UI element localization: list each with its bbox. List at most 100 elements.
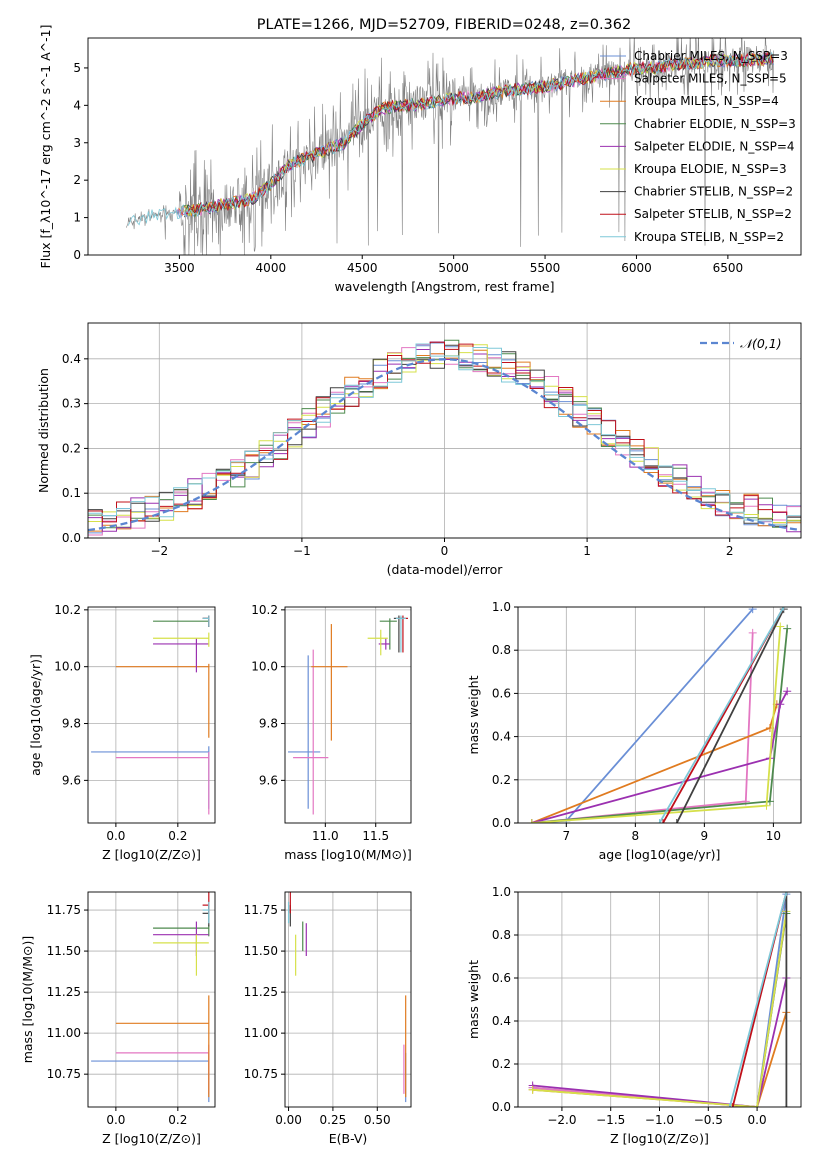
- x-tick-label: 2: [726, 544, 734, 558]
- x-tick-label: 0: [441, 544, 449, 558]
- legend-entry: Kroupa STELIB, N_SSP=2: [634, 230, 784, 244]
- x-tick-label: −0.5: [694, 1113, 723, 1127]
- y-tick-label: 0.1: [62, 486, 81, 500]
- y-tick-label: 0.0: [492, 816, 511, 830]
- x-tick-label: 9: [701, 829, 709, 843]
- y-tick-label: 0.2: [62, 441, 81, 455]
- y-tick-label: 0.0: [492, 1100, 511, 1114]
- chart-7: −2.0 −1.5 −1.0 −0.5 0.0 0.0 0.2 0.4 0.6 0.8 1.0 Z […: [466, 885, 802, 1146]
- x-tick-label: −2.0: [547, 1113, 576, 1127]
- plot-area: [288, 615, 408, 815]
- data-point-marker: [748, 607, 757, 614]
- y-tick-label: 0.3: [62, 397, 81, 411]
- data-point-marker: [672, 819, 681, 823]
- x-tick-label: 0.0: [106, 1113, 125, 1127]
- y-axis-label: mass [log10(M/M⊙)]: [20, 936, 35, 1064]
- legend-entry: 𝒩(0,1): [740, 336, 782, 351]
- x-tick-label: 0.25: [320, 1113, 347, 1127]
- x-axis-label: mass [log10(M/M⊙)]: [284, 847, 412, 862]
- chart-4: 7 8 9 10 0.0 0.2 0.4 0.6 0.8 1.0 age [log10(age/yr…: [466, 600, 802, 862]
- data-point-marker: [658, 819, 667, 823]
- data-point-marker: [783, 687, 792, 696]
- y-tick-label: 11.75: [47, 903, 81, 917]
- y-tick-label: 1.0: [492, 600, 511, 614]
- y-tick-label: 0.4: [492, 730, 511, 744]
- y-tick-label: 11.75: [244, 903, 278, 917]
- y-axis-label: Normed distribution: [36, 368, 51, 493]
- axes-frame: [517, 891, 802, 1108]
- x-tick-label: 11.5: [362, 829, 389, 843]
- mass-weight-line: [728, 892, 788, 1107]
- y-tick-label: 0.4: [62, 352, 81, 366]
- x-tick-label: 8: [632, 829, 640, 843]
- y-tick-label: 10.75: [244, 1067, 278, 1081]
- x-axis-label: Z [log10(Z/Z⊙)]: [102, 1131, 201, 1146]
- chart-5: 0.0 0.2 10.75 11.00 11.25 11.50 11.75 Z [log10(…: [20, 891, 216, 1146]
- x-axis-label: wavelength [Angstrom, rest frame]: [334, 279, 554, 294]
- data-point-marker: [728, 1103, 737, 1107]
- plot-area: [88, 339, 801, 536]
- axes-frame: [87, 322, 802, 539]
- x-tick-label: 10: [766, 829, 781, 843]
- y-tick-label: 11.25: [244, 985, 278, 999]
- data-point-marker: [776, 622, 785, 631]
- x-tick-label: −1.0: [645, 1113, 674, 1127]
- x-axis-label: Z [log10(Z/Z⊙)]: [102, 847, 201, 862]
- x-tick-label: 7: [562, 829, 570, 843]
- y-tick-label: 10.0: [54, 660, 81, 674]
- y-axis-label: age [log10(age/yr)]: [28, 654, 43, 776]
- chart-1: −2 −1 0 1 2 0.0 0.1 0.2 0.3 0.4 (data-model)/error…: [36, 322, 802, 577]
- histogram-step: [88, 343, 801, 526]
- chart-6: 0.00 0.25 0.50 10.75 11.00 11.25 11.50 11.75 E(B…: [244, 891, 412, 1146]
- y-tick-label: 0.4: [492, 1014, 511, 1028]
- y-tick-label: 9.8: [62, 717, 81, 731]
- mass-weight-line: [531, 632, 754, 823]
- y-tick-label: 9.6: [259, 773, 278, 787]
- histogram-step: [88, 344, 801, 527]
- y-tick-label: 0: [73, 248, 81, 262]
- x-axis-label: (data-model)/error: [387, 562, 504, 577]
- data-point-marker: [725, 1103, 734, 1107]
- axes-frame: [284, 891, 412, 1108]
- plot-area: [527, 607, 792, 823]
- y-tick-label: 9.8: [259, 717, 278, 731]
- x-tick-label: 3500: [164, 261, 195, 275]
- legend-entry: Kroupa MILES, N_SSP=4: [634, 94, 779, 108]
- mass-weight-line: [531, 690, 788, 823]
- chart-3: 11.0 11.5 9.6 9.8 10.0 10.2 mass [log10(M/M⊙)]: [251, 603, 412, 862]
- y-axis-label: Flux [f_λ10^-17 erg cm^-2 s^-1 A^-1]: [38, 25, 53, 269]
- x-tick-label: 5500: [530, 261, 561, 275]
- model-spectrum-line: [184, 53, 774, 218]
- x-tick-label: 0.50: [364, 1113, 391, 1127]
- data-point-marker: [762, 801, 771, 810]
- legend-entry: Chabrier ELODIE, N_SSP=3: [634, 117, 796, 131]
- mass-weight-line: [531, 626, 782, 823]
- normal-curve: [88, 358, 801, 532]
- plot-area: [287, 892, 407, 1103]
- x-axis-label: age [log10(age/yr)]: [599, 847, 721, 862]
- data-point-marker: [748, 628, 757, 637]
- plot-area: [528, 892, 791, 1107]
- y-axis-label: mass weight: [466, 675, 481, 754]
- x-tick-label: −2: [150, 544, 168, 558]
- model-spectrum-line: [127, 51, 774, 226]
- plot-area: [91, 892, 210, 1103]
- data-point-marker: [782, 892, 791, 896]
- y-tick-label: 9.6: [62, 773, 81, 787]
- x-tick-label: 6000: [621, 261, 652, 275]
- x-tick-label: 11.0: [312, 829, 339, 843]
- axes-frame: [284, 606, 412, 824]
- legend-entry: Chabrier STELIB, N_SSP=2: [634, 185, 793, 199]
- x-tick-label: 0.2: [168, 829, 187, 843]
- model-spectrum-line: [185, 52, 774, 215]
- legend-entry: Chabrier MILES, N_SSP=3: [634, 49, 788, 63]
- y-tick-label: 11.00: [47, 1026, 81, 1040]
- x-tick-label: 4500: [347, 261, 378, 275]
- x-tick-label: −1.5: [596, 1113, 625, 1127]
- mass-weight-line: [531, 608, 754, 823]
- y-tick-label: 0.8: [492, 643, 511, 657]
- y-tick-label: 11.00: [244, 1026, 278, 1040]
- x-tick-label: 0.2: [168, 1113, 187, 1127]
- chart-title: PLATE=1266, MJD=52709, FIBERID=0248, z=0…: [257, 17, 631, 33]
- x-tick-label: 4000: [256, 261, 287, 275]
